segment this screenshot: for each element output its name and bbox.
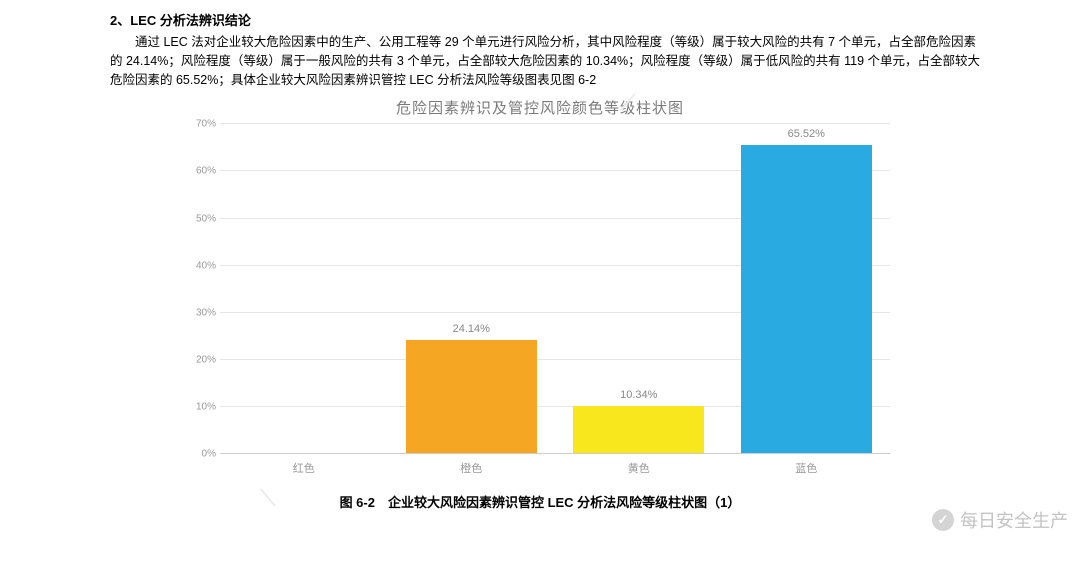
watermark-text: 每日安全生产 — [960, 507, 1068, 533]
x-axis: 红色橙色黄色蓝色 — [220, 460, 890, 476]
y-tick-label: 50% — [186, 213, 216, 224]
bar-value-label: 65.52% — [788, 128, 825, 142]
bar-slot — [220, 124, 388, 454]
bar-value-label: 10.34% — [620, 389, 657, 403]
bar — [406, 340, 537, 454]
bar — [741, 145, 872, 454]
x-tick-label: 橙色 — [388, 460, 556, 476]
y-tick-label: 0% — [186, 449, 216, 460]
bar-slot: 65.52% — [723, 124, 891, 454]
y-tick-label: 10% — [186, 402, 216, 413]
y-tick-label: 60% — [186, 166, 216, 177]
bar-slot: 10.34% — [555, 124, 723, 454]
background-mark: ⟍ — [260, 485, 275, 511]
bar-slot: 24.14% — [388, 124, 556, 454]
background-mark: ⟋ — [620, 90, 635, 116]
y-tick-label: 40% — [186, 260, 216, 271]
section-heading: 2、LEC 分析法辨识结论 — [110, 10, 980, 29]
text-block: 2、LEC 分析法辨识结论 通过 LEC 法对企业较大危险因素中的生产、公用工程… — [0, 0, 1080, 89]
y-tick-label: 70% — [186, 119, 216, 130]
chart-plot-area: 0%10%20%30%40%50%60%70% 24.14%10.34%65.5… — [220, 124, 890, 454]
x-tick-label: 红色 — [220, 460, 388, 476]
body-paragraph: 通过 LEC 法对企业较大危险因素中的生产、公用工程等 29 个单元进行风险分析… — [110, 33, 980, 89]
source-watermark: ✓ 每日安全生产 — [932, 507, 1068, 533]
bar-value-label: 24.14% — [453, 323, 490, 337]
bar-chart: 危险因素辨识及管控风险颜色等级柱状图 0% 10% 20% 30% 40% 50% 60% 7… — [180, 97, 900, 511]
y-tick-label: 30% — [186, 307, 216, 318]
chart-title: 危险因素辨识及管控风险颜色等级柱状图 — [180, 97, 900, 118]
figure-caption: 图 6-2 企业较大风险因素辨识管控 LEC 分析法风险等级柱状图（1） — [180, 492, 900, 511]
y-tick-label: 20% — [186, 354, 216, 365]
bar — [573, 406, 704, 455]
x-axis-line — [220, 453, 890, 454]
x-tick-label: 蓝色 — [723, 460, 891, 476]
watermark-icon: ✓ — [932, 509, 954, 531]
x-tick-label: 黄色 — [555, 460, 723, 476]
